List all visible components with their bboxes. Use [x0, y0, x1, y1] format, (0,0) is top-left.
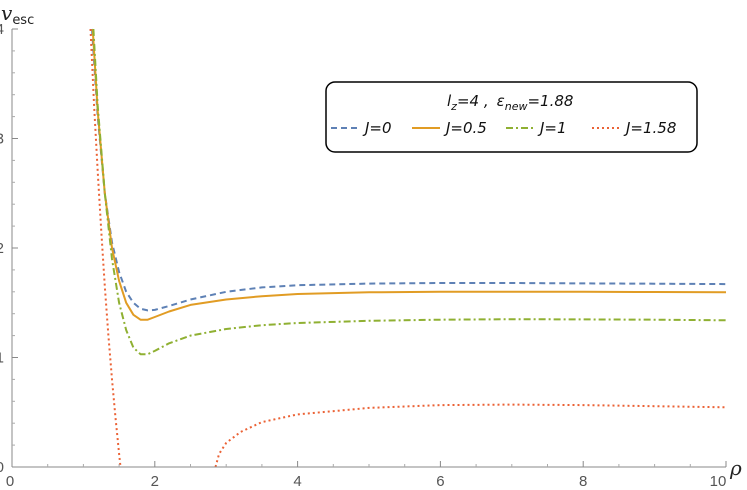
legend-title-eps-sub: new [505, 100, 528, 113]
series-line-j-1-segment-0 [92, 28, 727, 356]
legend-box [325, 81, 698, 153]
series-line-j-1-58-segment-0 [89, 28, 122, 468]
legend-title-l: l [447, 92, 452, 110]
legend-title-l-val: =4 , [457, 92, 489, 110]
x-axis-label: ρ [729, 456, 742, 480]
series-line-j-0-segment-0 [91, 28, 727, 312]
series-line-j-1-58-segment-1 [214, 403, 727, 468]
y-tick-label: 3 [0, 131, 4, 148]
x-tick-label: 2 [151, 473, 159, 490]
legend-label: J=0.5 [443, 119, 487, 137]
legend-title-eps: ε [497, 92, 505, 110]
x-tick-label: 6 [436, 473, 444, 490]
x-tick-label: 4 [293, 473, 301, 490]
series-layer [89, 28, 727, 468]
y-axis-label-sub: esc [12, 13, 34, 28]
x-tick-label: 0 [6, 473, 14, 490]
y-tick-label: 2 [0, 240, 4, 257]
x-ticks: 0 2 4 6 8 10 [6, 461, 727, 490]
legend-label: J=0 [362, 119, 392, 137]
legend-label: J=1 [537, 119, 567, 137]
legend: lz=4 , εnew=1.88 J=0 J=0.5 J=1 J=1.58 [325, 81, 698, 153]
y-tick-label: 1 [0, 350, 4, 367]
legend-label: J=1.58 [623, 119, 676, 137]
y-axis-label: vesc [1, 1, 34, 28]
y-tick-label: 4 [0, 21, 4, 38]
y-tick-label: 0 [0, 459, 4, 476]
legend-title-l-sub: z [450, 100, 457, 113]
y-ticks: 0 1 2 3 4 [0, 21, 18, 476]
x-tick-label: 10 [710, 473, 727, 490]
x-tick-label: 8 [579, 473, 587, 490]
legend-title: lz=4 , εnew=1.88 [447, 92, 573, 113]
series-line-j-0-5-segment-0 [91, 28, 727, 321]
y-axis-label-main: v [1, 1, 13, 25]
legend-title-eps-val: =1.88 [527, 92, 573, 110]
legend-items: J=0 J=0.5 J=1 J=1.58 [331, 119, 676, 137]
